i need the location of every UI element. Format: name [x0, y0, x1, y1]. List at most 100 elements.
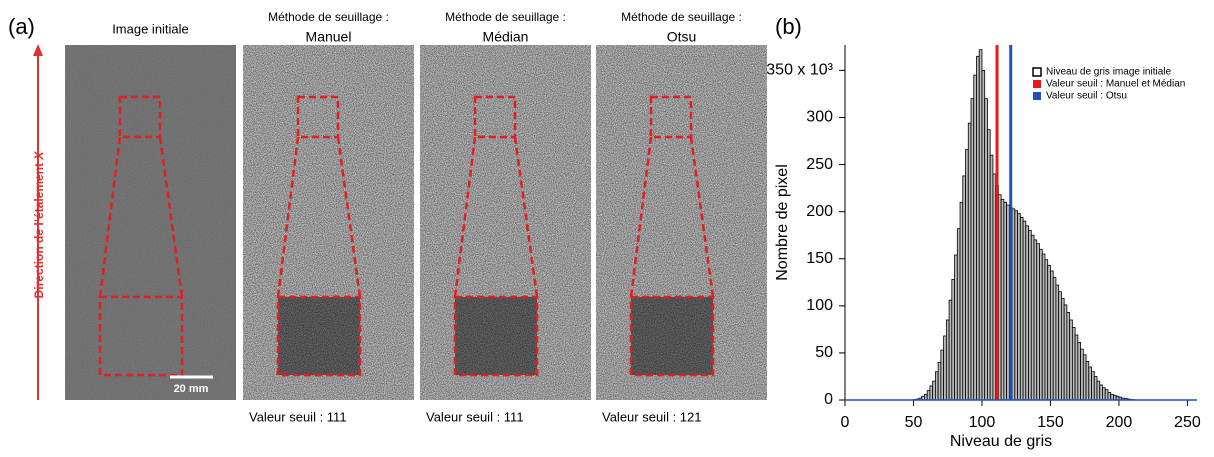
image-panels: Image initiale 20 mm Méthode de seuillage … — [65, 10, 767, 424]
y-tick-label: 300 — [806, 109, 833, 126]
histogram-bar — [1067, 312, 1070, 400]
histogram-bar — [982, 70, 985, 400]
dark-region — [631, 297, 713, 375]
histogram-bar — [1004, 202, 1007, 400]
histogram-bar — [949, 300, 952, 400]
histogram-bar — [990, 155, 993, 400]
histogram-bar — [957, 229, 960, 400]
histogram-bar — [1039, 249, 1042, 400]
histogram-bar — [1108, 392, 1111, 400]
histogram-bar — [1045, 260, 1048, 400]
dark-region — [455, 297, 537, 375]
histogram-bar — [1061, 298, 1064, 400]
histogram-bar — [966, 150, 969, 400]
image-title: Méthode de seuillage : — [445, 10, 566, 24]
image-title: Image initiale — [112, 21, 189, 36]
x-tick-label: 200 — [1106, 414, 1133, 431]
histogram-bar — [1111, 394, 1114, 400]
method-name: Médian — [483, 29, 529, 45]
y-tick-label: 0 — [824, 391, 833, 408]
histogram-bar — [1042, 254, 1045, 400]
histogram-bar — [944, 336, 947, 400]
threshold-label: Valeur seuil : 121 — [602, 409, 702, 424]
histogram-bar — [1070, 320, 1073, 400]
dark-region — [278, 297, 360, 375]
y-axis-label: Nombre de pixel — [774, 164, 791, 281]
histogram-bar — [987, 130, 990, 400]
histogram-bar — [1015, 211, 1018, 400]
panel-label: (b) — [775, 14, 802, 39]
histogram-bar — [946, 320, 949, 400]
histogram-bar — [1064, 305, 1067, 400]
histogram-bar — [1053, 278, 1056, 400]
histogram-bar — [955, 255, 958, 400]
image-content — [243, 45, 414, 400]
threshold-label: Valeur seuil : 111 — [249, 409, 347, 424]
histogram-bar — [993, 174, 996, 400]
histogram-bar — [1026, 226, 1029, 400]
histogram-bar — [938, 362, 941, 400]
image-content — [596, 45, 767, 400]
image-title: Méthode de seuillage : — [621, 10, 742, 24]
histogram-bar — [963, 176, 966, 400]
histogram-bar — [1097, 381, 1100, 400]
histogram-bar — [979, 50, 982, 400]
direction-label: Direction de l’étalement X — [32, 151, 46, 299]
histogram-bar — [1102, 388, 1105, 400]
histogram-bar — [1023, 221, 1026, 400]
direction-text: Direction de l’étalement — [32, 163, 46, 298]
x-tick-label: 250 — [1174, 414, 1201, 431]
method-name: Manuel — [306, 29, 352, 45]
threshold-label: Valeur seuil : 111 — [426, 409, 524, 424]
histogram-bar — [1037, 244, 1040, 400]
image-content — [420, 45, 591, 400]
direction-var: X — [32, 151, 46, 161]
histogram-bar — [1048, 265, 1051, 400]
histogram-bar — [985, 99, 988, 400]
histogram-bar — [968, 123, 971, 400]
histogram-bar — [1075, 335, 1078, 400]
histogram-bar — [1086, 361, 1089, 400]
histogram-bar — [1105, 390, 1108, 400]
y-tick-label: 200 — [806, 203, 833, 220]
method-name: Otsu — [667, 29, 697, 45]
legend-swatch — [1033, 92, 1041, 100]
histogram-bar — [971, 99, 974, 400]
histogram-bar — [1056, 285, 1059, 400]
histogram-bar — [1031, 235, 1034, 400]
histogram-bar — [952, 279, 955, 400]
x-tick-label: 100 — [969, 414, 996, 431]
histogram-bar — [924, 394, 927, 400]
histogram-bar — [1100, 385, 1103, 400]
arrow-head — [33, 44, 43, 56]
panel-label: (a) — [8, 14, 35, 39]
histogram-bar — [1081, 349, 1084, 400]
histogram-bar — [974, 75, 977, 400]
y-tick-label: 350 x 10³ — [766, 62, 833, 79]
image-content — [65, 45, 236, 400]
histogram-bar — [1089, 367, 1092, 400]
histogram-bar — [1018, 214, 1021, 400]
legend-label: Valeur seuil : Manuel et Médian — [1046, 79, 1185, 90]
histogram-bar — [1020, 217, 1023, 400]
histogram-bar — [976, 56, 979, 400]
histogram-bar — [960, 202, 963, 400]
histogram-bar — [1072, 327, 1075, 400]
legend-swatch — [1033, 80, 1041, 88]
histogram-bar — [1092, 372, 1095, 400]
histogram-bar — [1050, 271, 1053, 400]
histogram-bar — [933, 381, 936, 400]
y-tick-label: 150 — [806, 250, 833, 267]
histogram-bar — [930, 386, 933, 400]
histogram-bar — [1059, 292, 1062, 400]
scale-bar-label: 20 mm — [174, 383, 209, 395]
y-tick-label: 100 — [806, 297, 833, 314]
legend-label: Niveau de gris image initiale — [1046, 67, 1172, 78]
x-tick-label: 50 — [905, 414, 923, 431]
histogram-bar — [1034, 240, 1037, 400]
legend-swatch — [1033, 68, 1041, 76]
x-axis-label: Niveau de gris — [950, 433, 1052, 450]
histogram-bar — [927, 391, 930, 400]
